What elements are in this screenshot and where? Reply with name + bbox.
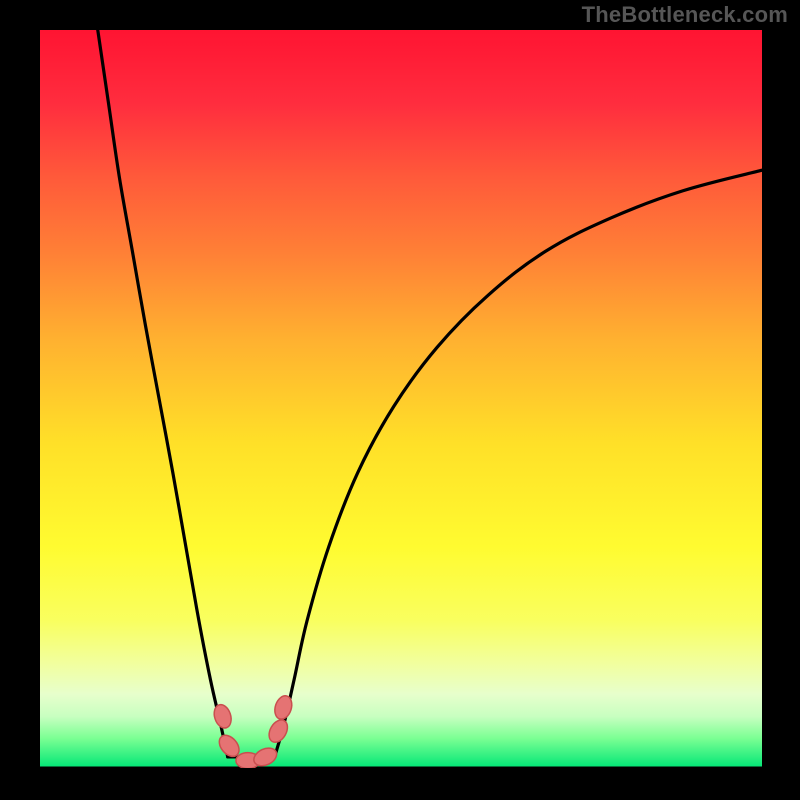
curve-right-branch <box>275 170 762 757</box>
plot-area <box>40 30 762 768</box>
markers-group <box>211 694 294 768</box>
marker-pill <box>211 702 234 730</box>
marker-pill <box>265 717 291 746</box>
curve-left-branch <box>98 30 228 757</box>
chart-frame: TheBottleneck.com <box>0 0 800 800</box>
watermark-text: TheBottleneck.com <box>582 2 788 28</box>
curve-layer <box>40 30 762 768</box>
